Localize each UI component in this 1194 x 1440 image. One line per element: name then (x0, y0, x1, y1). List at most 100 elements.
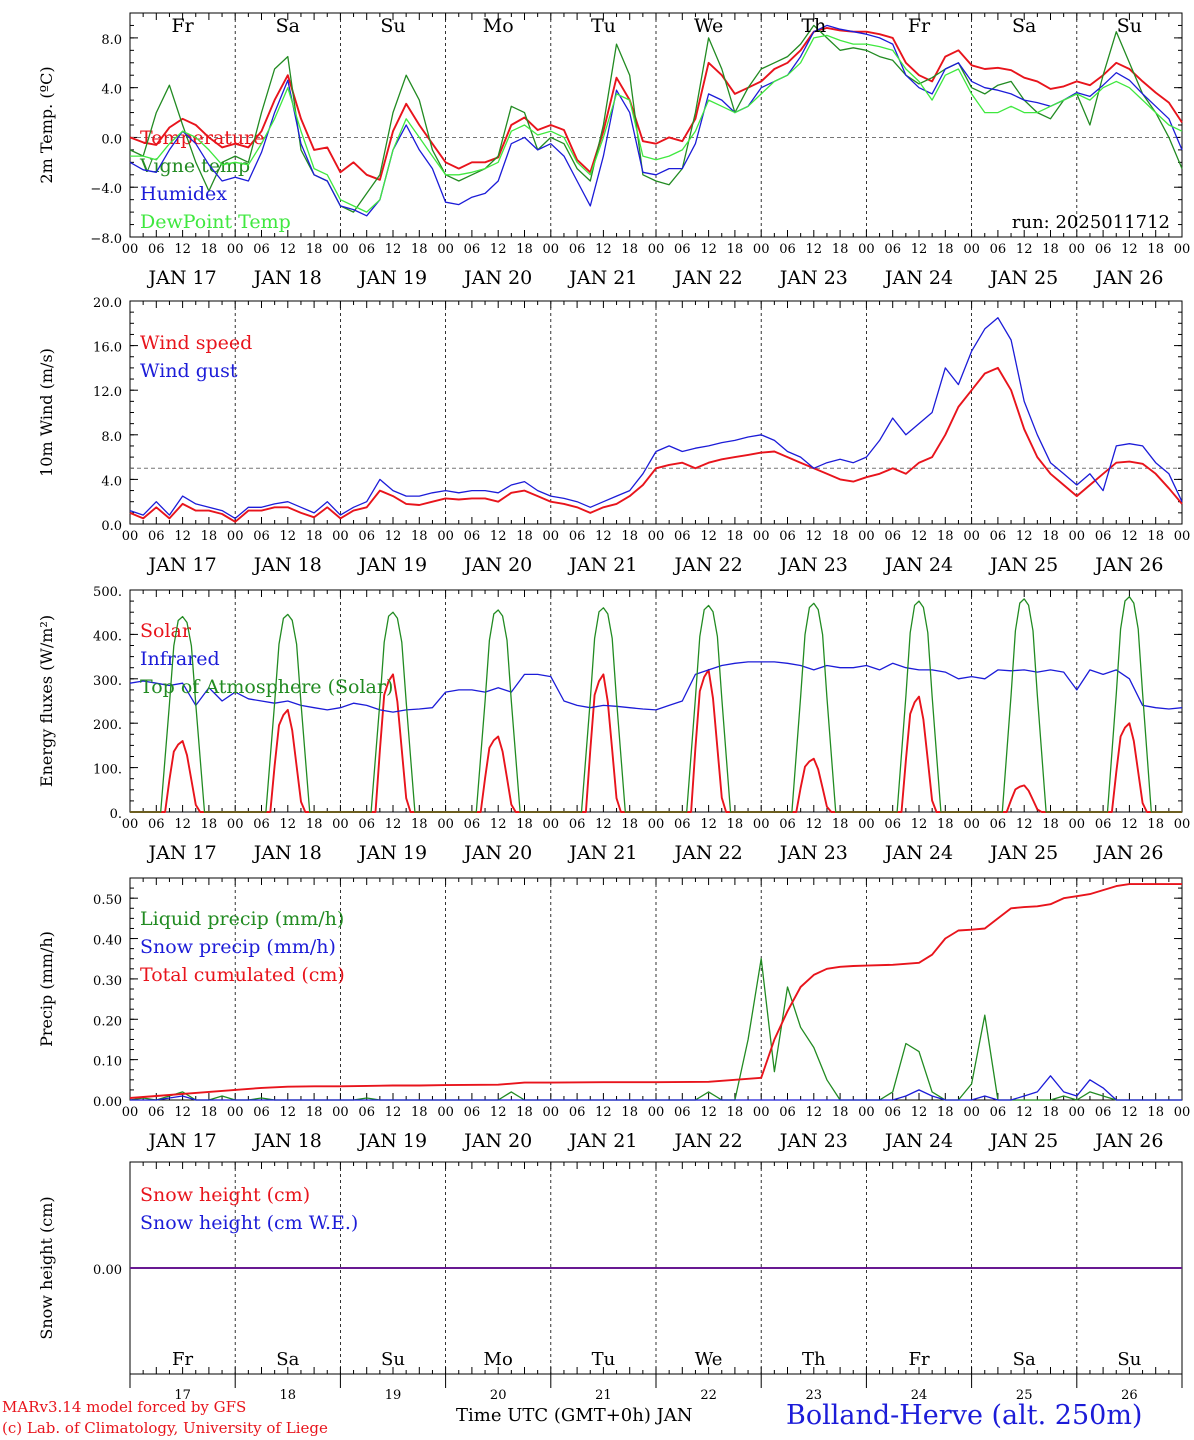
hour-tick-label: 06 (253, 529, 270, 544)
hour-tick-label: 12 (385, 242, 402, 257)
hour-tick-label: 12 (700, 817, 717, 832)
hour-tick-label: 12 (174, 529, 191, 544)
weekday-label: Sa (276, 1349, 299, 1370)
plot-frame (129, 12, 1183, 238)
date-label: JAN 19 (357, 842, 427, 864)
hour-tick-label: 12 (595, 817, 612, 832)
hour-tick-label: 00 (122, 242, 139, 257)
date-label: JAN 23 (778, 1130, 848, 1152)
y-tick-label: 100. (93, 763, 122, 778)
hour-tick-label: 18 (411, 529, 428, 544)
hour-tick-label: 18 (727, 817, 744, 832)
hour-tick-label: 18 (1147, 1105, 1164, 1120)
legend-entry: Vigne temp (139, 155, 250, 177)
hour-tick-label: 00 (227, 817, 244, 832)
date-label: JAN 26 (1093, 842, 1163, 864)
hour-tick-label: 00 (858, 242, 875, 257)
date-label: JAN 21 (567, 554, 637, 576)
hour-tick-label: 06 (674, 817, 691, 832)
hour-tick-label: 12 (595, 529, 612, 544)
hour-tick-label: 06 (884, 1105, 901, 1120)
hour-tick-label: 18 (201, 1105, 218, 1120)
y-tick-label: 300. (93, 674, 122, 689)
hour-tick-label: 18 (306, 242, 323, 257)
station-title: Bolland-Herve (alt. 250m) (786, 1400, 1143, 1431)
hour-tick-label: 00 (1069, 817, 1086, 832)
weekday-label: Su (381, 1349, 405, 1370)
hour-tick-label: 12 (700, 1105, 717, 1120)
series-line (129, 883, 1182, 1099)
panel-2: 20.0 16.0 12.0 8.0 4.0 0.0 10m Wind (m/s) Wind … (37, 296, 1190, 576)
hour-tick-label: 18 (306, 817, 323, 832)
hour-tick-label: 06 (253, 1105, 270, 1120)
hour-tick-label: 06 (569, 242, 586, 257)
y-tick-label: 400. (93, 629, 122, 644)
hour-tick-label: 18 (832, 1105, 849, 1120)
date-label: JAN 24 (883, 1130, 953, 1152)
legend-entry: DewPoint Temp (140, 211, 291, 233)
y-tick-label: 0.30 (93, 974, 122, 989)
date-label: JAN 25 (988, 1130, 1058, 1152)
hour-tick-label: 00 (543, 817, 560, 832)
hour-tick-label: 12 (174, 1105, 191, 1120)
hour-tick-label: 12 (1121, 242, 1138, 257)
date-label: JAN 26 (1093, 267, 1163, 289)
hour-tick-label: 00 (1174, 1105, 1191, 1120)
hour-tick-label: 00 (332, 1105, 349, 1120)
hour-tick-label: 00 (437, 242, 454, 257)
hour-tick-label: 18 (411, 242, 428, 257)
hour-tick-label: 06 (779, 529, 796, 544)
y-tick-label: 16.0 (93, 341, 122, 356)
hour-tick-label: 00 (122, 1105, 139, 1120)
day-number-label: 18 (280, 1388, 297, 1403)
legend-entry: Snow height (cm W.E.) (140, 1212, 358, 1234)
date-label: JAN 17 (147, 1130, 217, 1152)
y-tick-label: 12.0 (93, 385, 122, 400)
y-tick-label: 4.0 (101, 474, 122, 489)
date-label: JAN 19 (357, 1130, 427, 1152)
weekday-label: Mo (483, 15, 514, 37)
hour-tick-label: 12 (490, 529, 507, 544)
series-line (129, 24, 1183, 217)
y-tick-label: 200. (93, 718, 122, 733)
weekday-label: Su (1117, 15, 1142, 37)
legend-entry: Snow precip (mm/h) (140, 936, 336, 958)
hour-tick-label: 06 (148, 242, 165, 257)
hour-tick-label: 12 (385, 817, 402, 832)
hour-tick-label: 00 (753, 817, 770, 832)
series-line (130, 1075, 1182, 1101)
date-label: JAN 18 (252, 267, 322, 289)
hour-tick-label: 06 (464, 529, 481, 544)
plot-frame (129, 300, 1183, 525)
hour-tick-label: 06 (1095, 242, 1112, 257)
hour-tick-label: 00 (648, 1105, 665, 1120)
hour-tick-label: 00 (753, 1105, 770, 1120)
hour-tick-label: 06 (779, 242, 796, 257)
hour-tick-label: 12 (700, 242, 717, 257)
y-tick-label: 4.0 (101, 83, 122, 98)
hour-tick-label: 12 (806, 817, 823, 832)
legend-entry: Snow height (cm) (140, 1184, 310, 1206)
hour-tick-label: 12 (1016, 1105, 1033, 1120)
hour-tick-label: 18 (411, 1105, 428, 1120)
date-label: JAN 20 (462, 1130, 532, 1152)
y-tick-label: 8.0 (101, 430, 122, 445)
x-axis-title: Time UTC (GMT+0h) JAN (456, 1405, 693, 1426)
hour-tick-label: 18 (1147, 529, 1164, 544)
hour-tick-label: 00 (963, 242, 980, 257)
hour-tick-label: 18 (727, 529, 744, 544)
y-tick-label: 0.50 (93, 893, 122, 908)
hour-tick-label: 18 (621, 1105, 638, 1120)
day-number-label: 19 (385, 1388, 402, 1403)
hour-tick-label: 12 (1016, 817, 1033, 832)
hour-tick-label: 00 (858, 1105, 875, 1120)
hour-tick-label: 00 (858, 529, 875, 544)
legend-entry: Top of Atmosphere (Solar) (140, 676, 393, 698)
legend-entry: Wind speed (140, 332, 252, 354)
hour-tick-label: 18 (937, 817, 954, 832)
hour-tick-label: 06 (674, 1105, 691, 1120)
hour-tick-label: 06 (358, 1105, 375, 1120)
hour-tick-label: 00 (332, 817, 349, 832)
legend-entry: Solar (140, 620, 192, 642)
hour-tick-label: 06 (464, 817, 481, 832)
